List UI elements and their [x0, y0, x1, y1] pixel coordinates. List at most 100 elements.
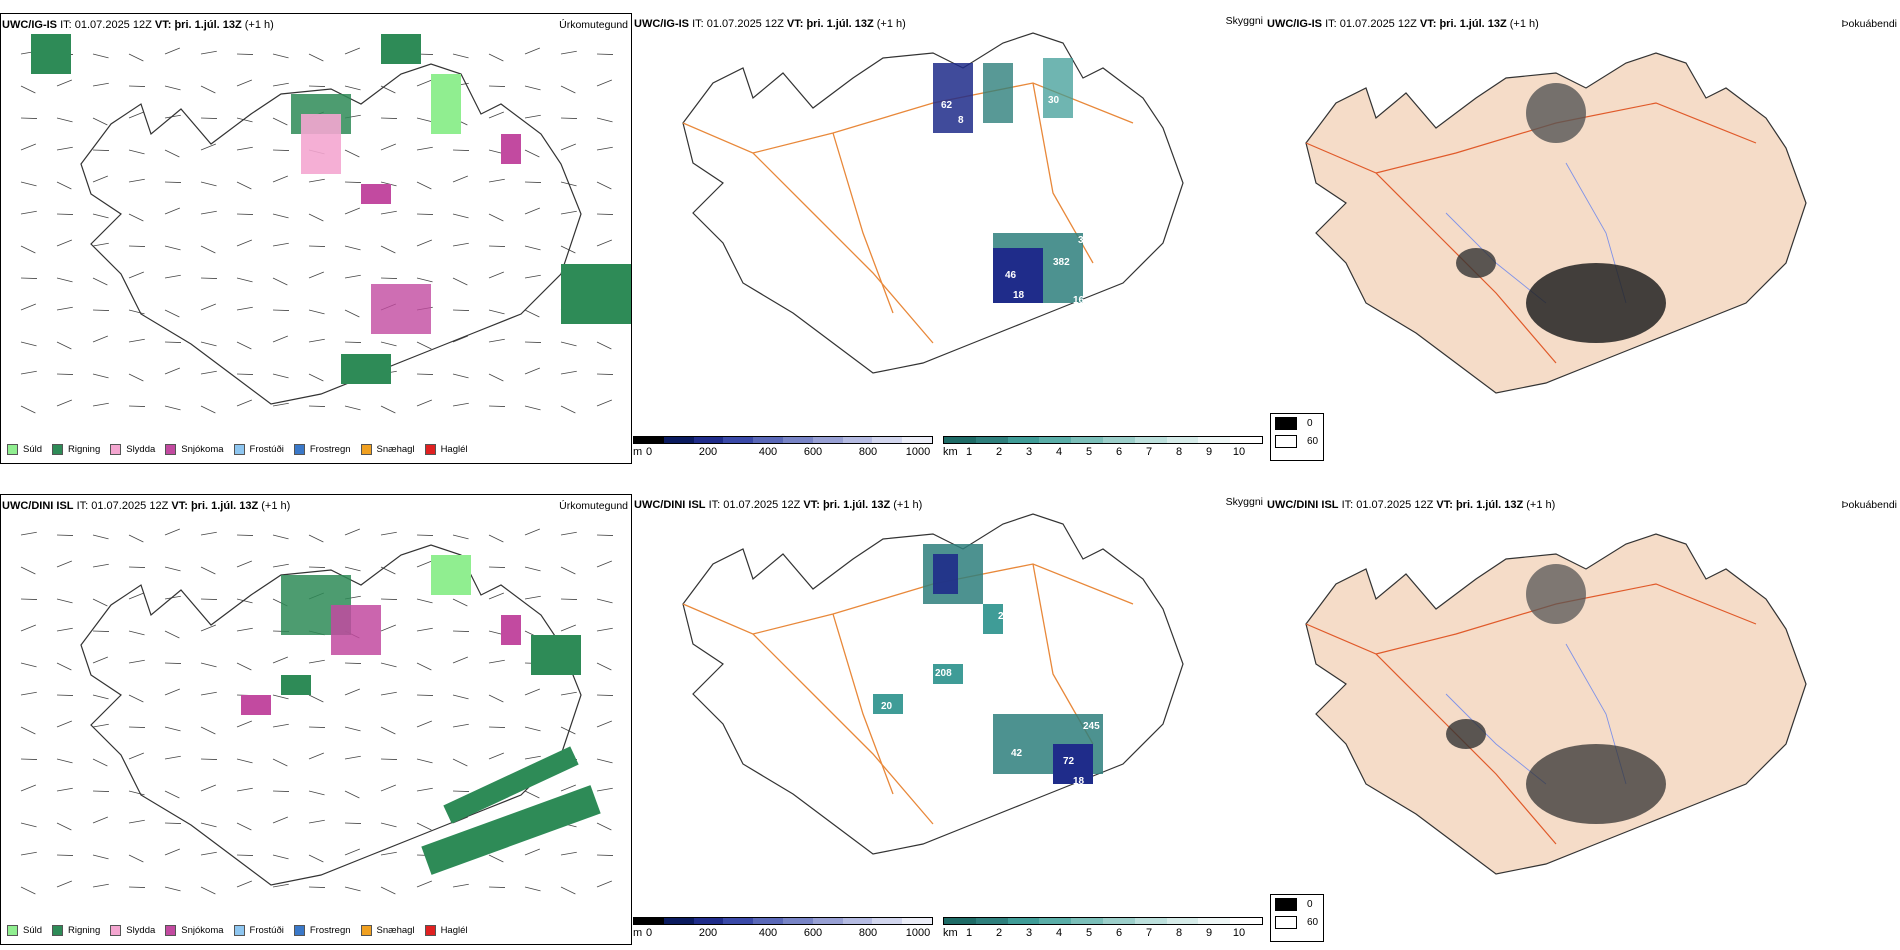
wind-barb — [272, 309, 290, 311]
legend-swatch — [165, 444, 177, 455]
wind-barb — [488, 178, 505, 183]
wind-barb — [164, 528, 180, 536]
wind-barb — [560, 117, 578, 119]
vis-label: 33 — [1078, 235, 1090, 246]
wind-barb — [236, 306, 253, 311]
wind-barb — [488, 592, 504, 600]
vt-label: VT: — [1436, 499, 1453, 511]
wind-barb — [596, 117, 613, 123]
wind-barb — [416, 213, 434, 215]
wind-barb — [164, 85, 181, 91]
wind-barb — [236, 534, 254, 536]
vis-label: 245 — [1083, 721, 1100, 732]
wind-barb — [272, 175, 288, 183]
legend-item: Slydda — [110, 925, 155, 936]
it-value: 01.07.2025 12Z — [1356, 499, 1434, 511]
wind-barb — [164, 47, 180, 55]
legend-label: Snæhagl — [376, 925, 415, 936]
wind-barb — [200, 691, 217, 696]
wind-barb — [308, 659, 325, 664]
wind-barb — [452, 53, 469, 59]
iceland-outline — [80, 63, 582, 405]
wind-barb — [344, 207, 360, 215]
wind-barb — [128, 85, 146, 87]
wind-barb — [236, 341, 252, 350]
wind-barb — [524, 790, 540, 799]
wind-barb — [344, 566, 361, 572]
precip-map — [20, 34, 631, 414]
wind-barb — [488, 659, 505, 664]
legend-swatch — [360, 444, 372, 455]
wind-barb — [236, 787, 253, 792]
wind-barb — [92, 656, 108, 664]
wind-barb — [452, 598, 468, 607]
tick: 6 — [1115, 446, 1123, 458]
vt-label: VT: — [171, 500, 188, 512]
wind-barb — [344, 688, 360, 696]
wind-barb — [200, 85, 216, 94]
wind-barb — [308, 726, 326, 728]
wind-barb — [20, 784, 36, 792]
legend-label: Slydda — [126, 444, 156, 455]
fog-swatch — [1275, 416, 1297, 430]
legend-label: Frostregn — [309, 925, 351, 936]
it-label: IT: — [60, 19, 72, 31]
wind-barb — [380, 117, 398, 119]
wind-barb — [56, 277, 73, 283]
panel-header: UWC/IG-IS IT: 01.07.2025 12Z VT: þri. 1.… — [1267, 18, 1539, 30]
wind-barb — [56, 239, 72, 247]
wind-barb — [452, 335, 468, 343]
legend-label: Frostúði — [249, 444, 284, 455]
vis-label: 20 — [881, 701, 893, 712]
legend-swatch — [424, 925, 436, 936]
legend-swatch — [293, 444, 305, 455]
wind-barb — [524, 367, 540, 375]
wind-barb — [128, 53, 144, 62]
wind-barb — [20, 598, 38, 600]
wind-barb — [308, 405, 326, 407]
wind-barb — [164, 341, 182, 343]
fog-legend-item: 60 — [1271, 432, 1323, 450]
legend-swatch — [7, 925, 18, 936]
wind-barb — [524, 566, 541, 572]
road-network — [682, 563, 1134, 825]
wind-barb — [524, 688, 540, 696]
wind-barb — [272, 854, 289, 860]
wind-barb — [56, 758, 73, 764]
wind-barb — [56, 534, 74, 536]
legend-item: Frostúði — [233, 444, 284, 455]
wind-barb — [236, 880, 252, 888]
wind-barb — [488, 309, 505, 315]
visibility-fill — [873, 544, 1103, 784]
wind-barb — [380, 210, 397, 215]
wind-barb — [560, 691, 577, 696]
wind-barb — [20, 726, 36, 735]
wind-barb — [236, 399, 252, 407]
legend-swatch — [52, 925, 64, 936]
wind-barb — [92, 790, 110, 792]
wind-barb — [488, 245, 506, 247]
legend-label: Haglél — [440, 925, 468, 936]
wind-barb — [416, 341, 432, 350]
legend-label: Rigning — [68, 444, 101, 455]
tick: 4 — [1055, 446, 1063, 458]
panel-header: UWC/DINI ISL IT: 01.07.2025 12Z VT: þri.… — [2, 500, 290, 512]
wind-barb — [560, 624, 576, 632]
wind-barb — [488, 534, 504, 543]
tick: 800 — [858, 446, 878, 458]
wind-barb — [164, 566, 181, 572]
wind-barb — [56, 341, 72, 350]
tick: 10 — [1232, 927, 1246, 939]
wind-barb — [236, 373, 254, 375]
tick: 1 — [965, 927, 973, 939]
wind-barb — [56, 560, 72, 568]
wind-barb — [128, 630, 145, 636]
it-value: 01.07.2025 12Z — [723, 499, 801, 511]
wind-barb — [128, 309, 145, 315]
iceland-fill — [1305, 52, 1807, 394]
wind-barb — [524, 886, 541, 892]
wind-barb — [128, 405, 146, 407]
wind-barb — [344, 755, 361, 760]
wind-barb — [164, 274, 181, 279]
wind-barb — [92, 373, 109, 379]
